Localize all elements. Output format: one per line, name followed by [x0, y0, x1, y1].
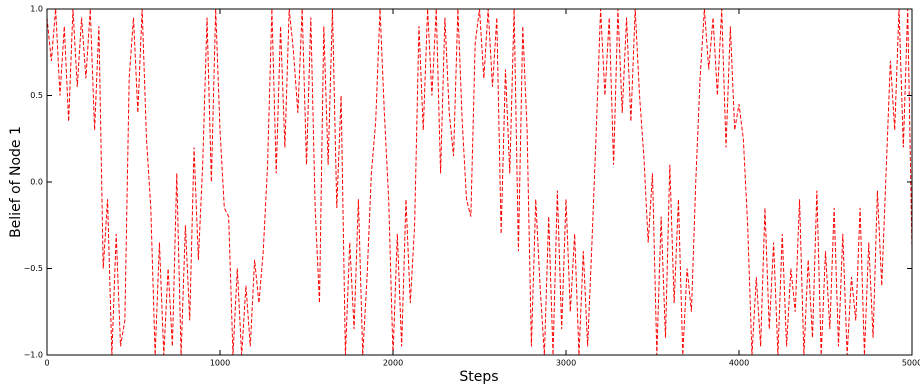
y-tick-label: 0.5: [30, 91, 43, 100]
x-tick-label: 1000: [210, 359, 230, 368]
y-axis-label: Belief of Node 1: [8, 126, 24, 238]
y-tick-label: −0.5: [24, 264, 43, 273]
data-line: [46, 8, 913, 356]
x-tick-label: 2000: [383, 359, 403, 368]
y-tick-label: 1.0: [30, 5, 43, 14]
x-tick-label: 0: [44, 359, 49, 368]
x-tick-label: 5000: [902, 359, 920, 368]
y-tick-label: 0.0: [30, 178, 43, 187]
y-tick-label: −1.0: [24, 351, 43, 360]
x-tick-label: 4000: [729, 359, 749, 368]
x-tick-label: 3000: [556, 359, 576, 368]
x-axis-label: Steps: [459, 369, 498, 385]
